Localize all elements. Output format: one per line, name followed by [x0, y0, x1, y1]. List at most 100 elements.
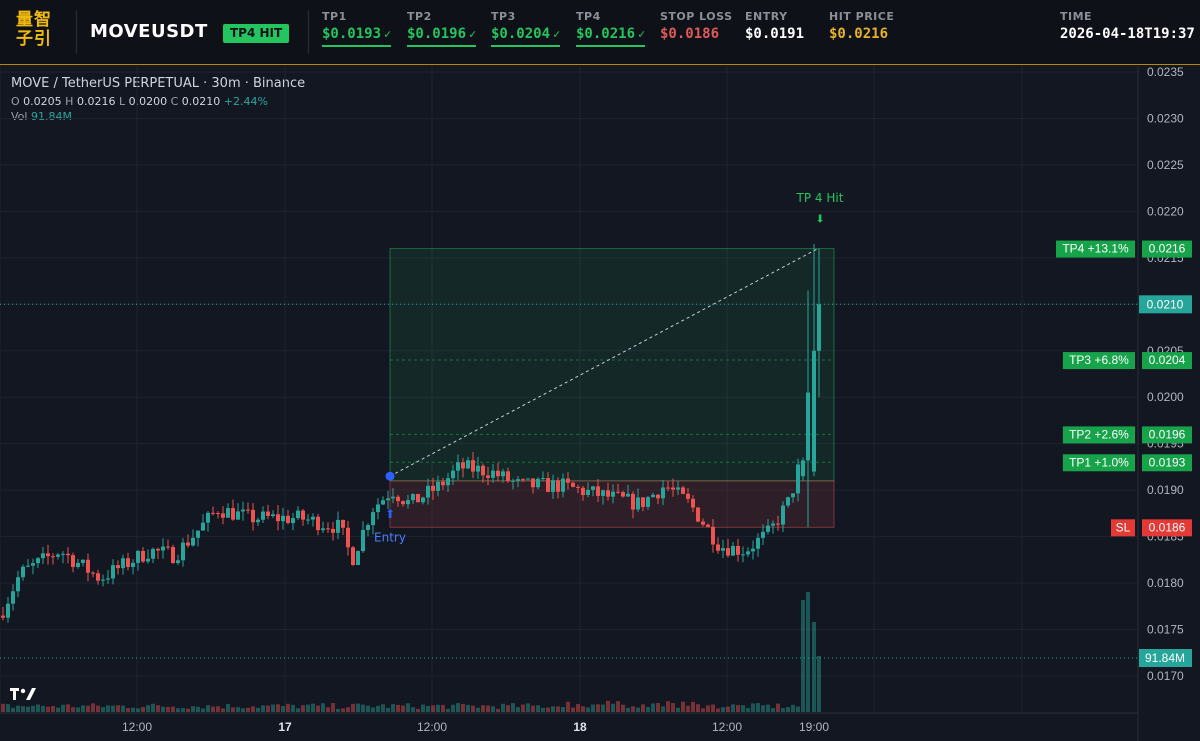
candle-body: [621, 492, 625, 497]
volume-bar: [531, 705, 535, 712]
volume-bar: [696, 704, 700, 712]
field-label: TP2: [407, 10, 432, 23]
volume-bar: [396, 704, 400, 712]
volume-bar: [371, 707, 375, 712]
volume-bar: [676, 707, 680, 712]
volume-bar: [331, 703, 335, 712]
volume-bar: [606, 700, 610, 712]
field-label: TP3: [491, 10, 516, 23]
candle-body: [236, 511, 240, 520]
candle-body: [576, 486, 580, 488]
volume-bar: [411, 707, 415, 712]
candle-body: [356, 551, 360, 566]
candle-body: [71, 555, 75, 567]
candle-body: [86, 559, 90, 573]
candle-body: [231, 508, 235, 520]
volume-bar: [281, 706, 285, 712]
candle-body: [631, 493, 635, 510]
candle-body: [26, 565, 30, 567]
current-price-tag: [1139, 295, 1192, 314]
volume-bar: [61, 704, 65, 712]
field-value: $0.0186: [660, 26, 720, 42]
volume-bar: [641, 704, 645, 712]
candle-body: [131, 562, 135, 567]
candle-body: [791, 493, 795, 498]
candle-body: [491, 470, 495, 478]
sl-price-label: 0.0186: [1149, 520, 1186, 534]
volume-bar: [176, 708, 180, 712]
tradingview-logo[interactable]: [10, 686, 38, 706]
volume-bar: [171, 706, 175, 712]
volume-bar: [201, 708, 205, 712]
candle-body: [746, 551, 750, 555]
volume-bar: [26, 706, 30, 712]
candle-body: [66, 553, 70, 556]
candle-body: [186, 542, 190, 546]
candle-body: [121, 558, 125, 569]
candle-body: [776, 523, 780, 525]
volume-bar: [436, 704, 440, 712]
y-tick-label: 0.0200: [1147, 390, 1184, 404]
volume-bar: [1, 703, 5, 712]
volume-bar: [221, 708, 225, 712]
candle-body: [361, 529, 365, 552]
volume-bar: [391, 704, 395, 712]
candle-body: [571, 482, 575, 487]
candle-body: [446, 478, 450, 486]
candle-body: [606, 490, 610, 497]
volume-bar: [591, 704, 595, 712]
candle-body: [586, 489, 590, 496]
status-badge: TP4 HIT: [223, 24, 290, 43]
volume-bar: [631, 706, 635, 712]
candle-body: [786, 497, 790, 506]
candle-body: [461, 462, 465, 469]
volume-bar: [261, 705, 265, 712]
volume-bar: [116, 705, 120, 712]
x-tick-label: 18: [573, 720, 587, 734]
sl-tag-label: SL: [1116, 520, 1131, 534]
candle-body: [531, 478, 535, 488]
symbol-name: MOVEUSDT: [90, 21, 208, 42]
volume-bar: [791, 704, 795, 712]
candle-body: [466, 460, 470, 469]
volume-bar: [526, 703, 530, 712]
volume-bar: [226, 703, 230, 712]
y-tick-label: 0.0180: [1147, 576, 1184, 590]
volume-bar: [571, 707, 575, 712]
candle-body: [556, 480, 560, 492]
candle-body: [166, 546, 170, 548]
target-tag: [1056, 240, 1135, 258]
candle-body: [406, 500, 410, 505]
volume-bar: [812, 622, 816, 712]
candle-body: [221, 513, 225, 518]
volume-bar: [336, 708, 340, 712]
candle-body: [46, 553, 50, 557]
price-chart[interactable]: ⬆ Entry TP 4 Hit ⬇ 0.0235 0.0230 0.0225 0.0220 0…: [0, 66, 1200, 741]
candle-body: [641, 497, 645, 507]
candle-body: [526, 478, 530, 480]
candle-body: [16, 577, 20, 592]
volume-bar: [766, 704, 770, 712]
volume-bar: [76, 707, 80, 712]
candle-body: [401, 501, 405, 505]
candle-body: [481, 465, 485, 476]
volume-bar: [181, 708, 185, 712]
field-label: TP1: [322, 10, 347, 23]
volume-bar: [381, 704, 385, 712]
volume-bar: [686, 705, 690, 712]
volume-bar: [726, 706, 730, 712]
field-value: $0.0191: [745, 26, 805, 42]
entry-point: [385, 471, 395, 481]
candle-body: [591, 486, 595, 490]
volume-bar: [546, 707, 550, 712]
candle-body: [601, 490, 605, 496]
candle-body: [471, 460, 475, 472]
volume-bar: [636, 707, 640, 712]
volume-bar: [311, 703, 315, 712]
candle-body: [156, 548, 160, 551]
hit-underline: [576, 45, 646, 47]
volume-bar: [131, 707, 135, 712]
sl-price-tag: [1142, 519, 1192, 537]
chart-legend-title: MOVE / TetherUS PERPETUAL · 30m · Binanc…: [11, 76, 306, 91]
candle-body: [676, 487, 680, 490]
